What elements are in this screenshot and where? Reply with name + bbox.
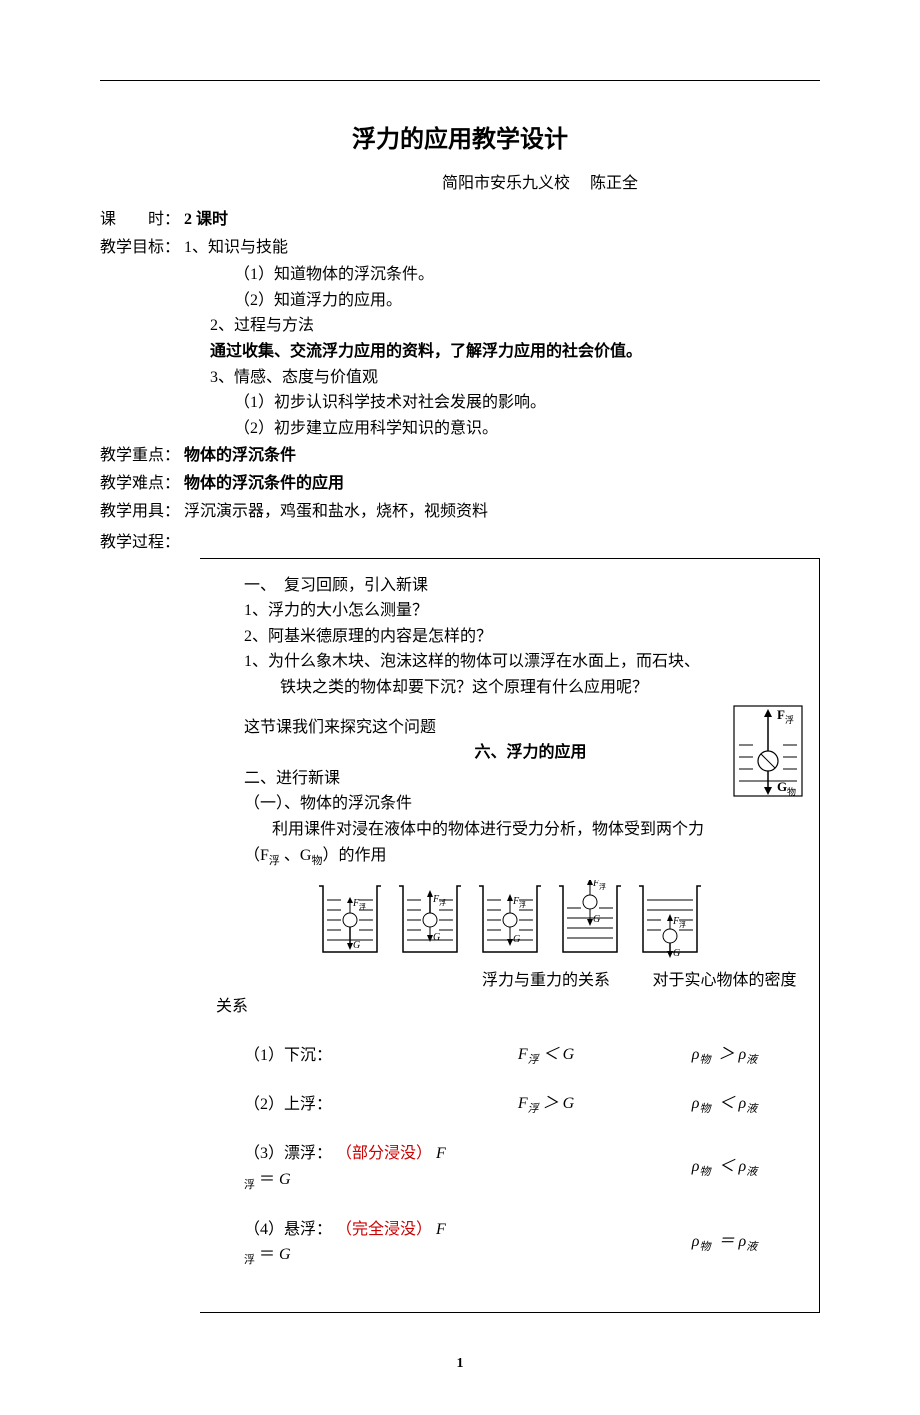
obj-2-label: 2、过程与方法 (100, 313, 820, 339)
svg-text:浮: 浮 (439, 898, 446, 907)
tools-label: 教学用具： (100, 503, 180, 520)
tools-value: 浮沉演示器，鸡蛋和盐水，烧杯，视频资料 (184, 503, 488, 520)
rel-1-label: （1）下沉： (244, 1047, 332, 1064)
q1: 1、浮力的大小怎么测量？ (216, 598, 803, 624)
obj-1-1: （1）知道物体的浮沉条件。 (100, 262, 820, 288)
svg-text:浮: 浮 (359, 902, 366, 911)
svg-text:浮: 浮 (679, 920, 686, 929)
rel-row-1: （1）下沉： F浮 ＜ G ρ物 ＞ ρ液 (216, 1042, 803, 1070)
rel-row-4: （4）悬浮： （完全浸没） F浮 ＝ G ρ物 ＝ ρ液 (216, 1217, 803, 1270)
svg-text:G: G (673, 948, 680, 958)
rel-header-cont: 关系 (216, 994, 803, 1020)
page-number: 1 (100, 1353, 820, 1375)
content-box: 一、 复习回顾，引入新课 1、浮力的大小怎么测量？ 2、阿基米德原理的内容是怎样… (200, 558, 820, 1313)
svg-text:G: G (777, 779, 787, 794)
lead-title: 六、浮力的应用 (216, 740, 803, 766)
q3-line2: 铁块之类的物体却要下沉？这个原理有什么应用呢？ (216, 675, 803, 701)
rel-4-note: （完全浸没） (336, 1221, 432, 1238)
obj-2-1: 通过收集、交流浮力应用的资料，了解浮力应用的社会价值。 (100, 339, 820, 365)
svg-text:G: G (433, 932, 440, 943)
svg-text:G: G (593, 914, 600, 925)
rel-row-3: （3）漂浮： （部分浸没） F浮 ＝ G ρ物 ＜ ρ液 (216, 1141, 803, 1194)
keypoint-label: 教学重点： (100, 447, 180, 464)
keypoint-row: 教学重点： 物体的浮沉条件 (100, 443, 820, 469)
teacher-name: 陈正全 (590, 175, 638, 192)
relation-header: 浮力与重力的关系 对于实心物体的密度 (216, 968, 803, 994)
obj-3-1: （1）初步认识科学技术对社会发展的影响。 (100, 390, 820, 416)
lead-1: 这节课我们来探究这个问题 (216, 715, 803, 741)
rel-4-label: （4）悬浮： (244, 1221, 332, 1238)
tools-row: 教学用具： 浮沉演示器，鸡蛋和盐水，烧杯，视频资料 (100, 499, 820, 525)
difficulty-value: 物体的浮沉条件的应用 (184, 475, 344, 492)
rel-3-note: （部分浸没） (336, 1145, 432, 1162)
q3-line1: 1、为什么象木块、泡沫这样的物体可以漂浮在水面上，而石块、 (216, 649, 803, 675)
difficulty-row: 教学难点： 物体的浮沉条件的应用 (100, 471, 820, 497)
svg-text:F: F (777, 707, 785, 722)
objectives-label: 教学目标： (100, 239, 180, 256)
obj-1-label: 1、知识与技能 (184, 239, 288, 256)
process-label: 教学过程： (100, 530, 820, 556)
rel-header-fg: 浮力与重力的关系 (446, 968, 646, 994)
beaker-suspend-icon: F浮 G (475, 880, 545, 958)
school-name: 简阳市安乐九义校 (442, 175, 570, 192)
keypoint-value: 物体的浮沉条件 (184, 447, 296, 464)
rel-2-label: （2）上浮： (244, 1096, 332, 1113)
beaker-float-icon: F浮 G (555, 880, 625, 958)
side-diagram: F 浮 G 物 (733, 705, 803, 797)
desc-1: 利用课件对浸在液体中的物体进行受力分析，物体受到两个力 (216, 817, 803, 843)
objectives-row: 教学目标： 1、知识与技能 (100, 235, 820, 261)
section-2-head: 二、进行新课 (216, 766, 803, 792)
difficulty-label: 教学难点： (100, 475, 180, 492)
svg-text:G: G (513, 934, 520, 945)
rel-row-2: （2）上浮： F浮 ＞ G ρ物 ＜ ρ液 (216, 1091, 803, 1119)
rel-3-label: （3）漂浮： (244, 1145, 332, 1162)
svg-text:物: 物 (787, 786, 796, 797)
svg-text:浮: 浮 (785, 714, 794, 725)
beaker-rise-icon: F浮 G (395, 880, 465, 958)
beaker-row: F浮 G F浮 G F浮 (216, 880, 803, 958)
obj-3-label: 3、情感、态度与价值观 (100, 365, 820, 391)
svg-text:G: G (353, 940, 360, 951)
svg-text:浮: 浮 (599, 882, 606, 891)
obj-3-2: （2）初步建立应用科学知识的意识。 (100, 416, 820, 442)
class-hours-label: 课 时： (100, 211, 180, 228)
beaker-sink-icon: F浮 G (315, 880, 385, 958)
desc-2: （F浮 、G物）的作用 (216, 843, 803, 871)
section-2-sub: （一）、物体的浮沉条件 (216, 791, 803, 817)
section-1-head: 一、 复习回顾，引入新课 (216, 573, 803, 599)
svg-text:浮: 浮 (519, 900, 526, 909)
obj-1-2: （2）知道浮力的应用。 (100, 288, 820, 314)
author-line: 简阳市安乐九义校 陈正全 (100, 171, 820, 197)
q2: 2、阿基米德原理的内容是怎样的？ (216, 624, 803, 650)
page-title: 浮力的应用教学设计 (100, 121, 820, 159)
rel-header-rho: 对于实心物体的密度 (646, 968, 803, 994)
beaker-sunk-icon: F浮 G (635, 880, 705, 958)
top-rule (100, 80, 820, 81)
class-hours-row: 课 时： 2 课时 (100, 207, 820, 233)
class-hours-value: 2 课时 (184, 211, 228, 228)
